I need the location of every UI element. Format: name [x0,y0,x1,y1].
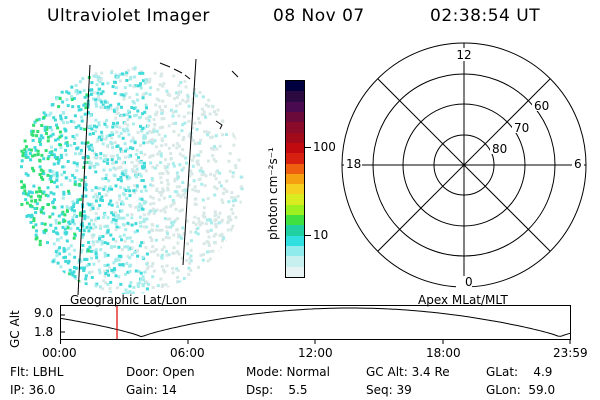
colorbar-segment [286,91,304,102]
colorbar-segment [286,122,304,133]
apex-label: Apex MLat/MLT [418,293,508,307]
colorbar-segment [286,163,304,174]
gc-alt-info: GC Alt: 3.4 Re [366,365,450,379]
colorbar-unit-label: photon cm⁻²s⁻¹ [266,147,280,240]
colorbar [285,80,305,278]
instrument-title: Ultraviolet Imager [47,6,210,26]
mlat-label-70: 70 [514,121,529,135]
mlt-label-0: 0 [465,275,473,289]
time-tick-0600: 06:00 [170,346,205,360]
colorbar-segment [286,184,304,195]
colorbar-segment [286,173,304,185]
colorbar-segment [286,142,304,154]
geo-grid-line [159,62,191,80]
observation-time: 02:38:54 UT [430,6,541,26]
colorbar-segment [286,215,304,226]
mlat-label-80: 80 [492,142,507,156]
uv-image-panel [20,58,244,295]
observation-date: 08 Nov 07 [273,6,365,26]
geo-grid-line [182,58,197,266]
colorbar-segment [286,111,304,123]
colorbar-segment [286,81,304,92]
altitude-strip [60,305,571,344]
colorbar-tick [305,147,311,148]
geo-grid-line [77,64,91,295]
geo-grid-line [215,120,223,130]
door-info: Door: Open [126,365,195,379]
colorbar-segment [286,256,304,267]
gain-info: Gain: 14 [126,383,177,397]
colorbar-segment [286,101,304,112]
polar-diagonal [377,78,551,252]
polar-plot: 12 0 18 6 60 70 80 [341,42,587,289]
geographic-label: Geographic Lat/Lon [70,293,188,307]
colorbar-segment [286,266,304,277]
colorbar-segment [286,153,304,164]
altitude-frame [60,305,571,340]
colorbar-segment [286,194,304,205]
glat-info: GLat: 4.9 [486,365,553,379]
colorbar-tick-100: 100 [313,140,336,154]
time-tick-1800: 18:00 [426,346,461,360]
altitude-ylabel: GC Alt [8,310,22,348]
colorbar-segment [286,235,304,246]
colorbar-segment [286,246,304,257]
altitude-tick-9: 9.0 [34,306,54,320]
mlt-label-18: 18 [346,157,361,171]
altitude-tick-1-8: 1.8 [34,325,54,339]
mlt-label-12: 12 [456,48,471,62]
seq-info: Seq: 39 [366,383,412,397]
colorbar-segment [286,132,304,143]
time-tick-2359: 23:59 [553,346,588,360]
dsp-info: Dsp: 5.5 [246,383,308,397]
time-tick-1200: 12:00 [298,346,333,360]
mlat-label-60: 60 [534,99,549,113]
auroral-emission-image [20,66,244,294]
geo-grid-line [231,70,239,78]
altitude-curve [60,307,571,338]
filter-info: Flt: LBHL [10,365,64,379]
glon-info: GLon: 59.0 [486,383,556,397]
time-tick-0000: 00:00 [42,346,77,360]
colorbar-segment [286,225,304,236]
ip-info: IP: 36.0 [10,383,56,397]
mode-info: Mode: Normal [246,365,330,379]
colorbar-tick-10: 10 [313,228,329,242]
colorbar-segment [286,204,304,216]
colorbar-tick [305,235,311,236]
mlt-label-6: 6 [574,157,582,171]
